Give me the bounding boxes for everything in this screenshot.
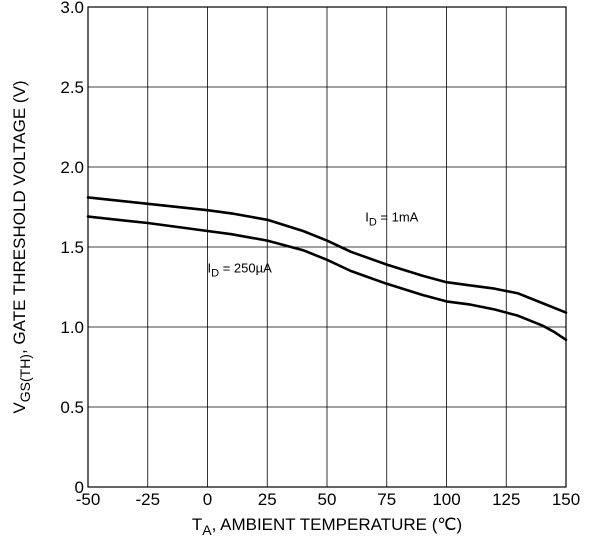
x-label-subscript: A (202, 522, 212, 538)
y-label-main: V (10, 402, 29, 414)
annotation-main: I (365, 209, 369, 224)
annotation-rest: = 250µA (219, 261, 272, 276)
x-tick-label: 150 (552, 490, 580, 509)
x-tick-label: 25 (258, 490, 277, 509)
y-label-rest: , GATE THRESHOLD VOLTAGE (V) (10, 80, 29, 354)
y-label-subscript: GS(TH) (17, 354, 33, 402)
grid (87, 6, 567, 488)
y-tick-label: 2.0 (60, 158, 84, 177)
annotation-rest: = 1mA (377, 209, 419, 224)
x-label-main: T (192, 515, 202, 534)
y-tick-label: 0.5 (60, 398, 84, 417)
annotation-id-1ma: ID = 1mA (365, 209, 418, 228)
annotation-main: I (208, 261, 212, 276)
series-line-id-250ua (86, 215, 568, 342)
x-tick-label: 125 (492, 490, 520, 509)
x-tick-label: -50 (76, 490, 101, 509)
y-tick-label: 0 (75, 478, 84, 497)
x-tick-label: 0 (203, 490, 212, 509)
plot-frame (87, 6, 567, 488)
x-axis-label: TA, AMBIENT TEMPERATURE (℃) (192, 515, 462, 538)
series-layer (86, 196, 568, 342)
x-tick-label: 100 (432, 490, 460, 509)
y-tick-label: 1.5 (60, 238, 84, 257)
annotation-subscript: D (211, 268, 219, 280)
series-line-id-1ma (86, 196, 568, 314)
x-label-rest: , AMBIENT TEMPERATURE (℃) (212, 515, 463, 534)
x-tick-label: -25 (135, 490, 160, 509)
x-tick-label: 50 (318, 490, 337, 509)
y-tick-label: 3.0 (60, 0, 84, 17)
tick-labels: -50 -25 0 25 50 75 100 125 150 0 0.5 1.0 1.5 2.0 2.5 3.… (60, 0, 580, 509)
y-tick-label: 2.5 (60, 78, 84, 97)
annotation-id-250ua: ID = 250µA (208, 261, 273, 280)
y-axis-label: VGS(TH), GATE THRESHOLD VOLTAGE (V) (10, 80, 33, 413)
y-tick-label: 1.0 (60, 318, 84, 337)
annotation-subscript: D (369, 216, 377, 228)
x-tick-label: 75 (377, 490, 396, 509)
